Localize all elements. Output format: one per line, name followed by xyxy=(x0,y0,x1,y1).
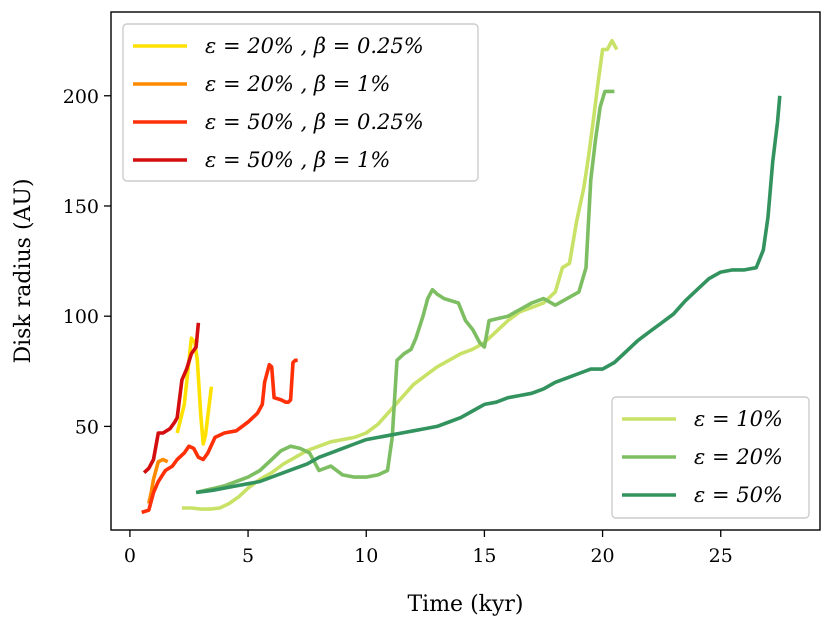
series-line-0 xyxy=(175,336,214,446)
y-tick-label: 100 xyxy=(63,306,99,328)
series-line-6 xyxy=(195,95,782,495)
legend-box xyxy=(122,23,479,182)
y-axis-ticks: 50 100 150 200 xyxy=(63,86,111,438)
x-tick-label: 20 xyxy=(590,545,614,567)
y-tick-label: 50 xyxy=(75,416,99,438)
x-axis-ticks: 0 5 10 15 20 25 xyxy=(124,530,733,567)
series-layer xyxy=(141,38,782,515)
legend-entry: ε = 20% , β = 1% xyxy=(205,72,390,96)
series-line-3 xyxy=(142,322,201,475)
legend-entry: ε = 50% , β = 0.25% xyxy=(205,110,424,134)
series-line-1 xyxy=(147,457,169,504)
x-tick-label: 25 xyxy=(709,545,733,567)
legend-top-left: ε = 20% , β = 0.25% ε = 20% , β = 1% ε = 5… xyxy=(122,23,479,182)
x-tick-label: 0 xyxy=(124,545,136,567)
y-tick-label: 150 xyxy=(63,196,99,218)
plot-frame xyxy=(110,11,821,531)
legend-entry: ε = 20% , β = 0.25% xyxy=(205,34,424,58)
legend-entry: ε = 20% xyxy=(694,445,783,469)
y-tick-label: 200 xyxy=(63,86,99,108)
x-tick-label: 10 xyxy=(354,545,378,567)
series-line-2 xyxy=(141,358,298,515)
series-line-4 xyxy=(181,38,619,511)
legend-box xyxy=(611,396,810,519)
legend-entry: ε = 50% , β = 1% xyxy=(205,148,390,172)
series-line-5 xyxy=(195,89,615,495)
legend-entry: ε = 50% xyxy=(694,483,783,507)
legend-entry: ε = 10% xyxy=(694,407,783,431)
x-tick-label: 15 xyxy=(472,545,496,567)
legend-bottom-right: ε = 10% ε = 20% ε = 50% xyxy=(611,396,810,519)
x-axis-label: Time (kyr) xyxy=(407,592,523,617)
x-tick-label: 5 xyxy=(242,545,254,567)
y-axis-label: Disk radius (AU) xyxy=(11,178,36,363)
